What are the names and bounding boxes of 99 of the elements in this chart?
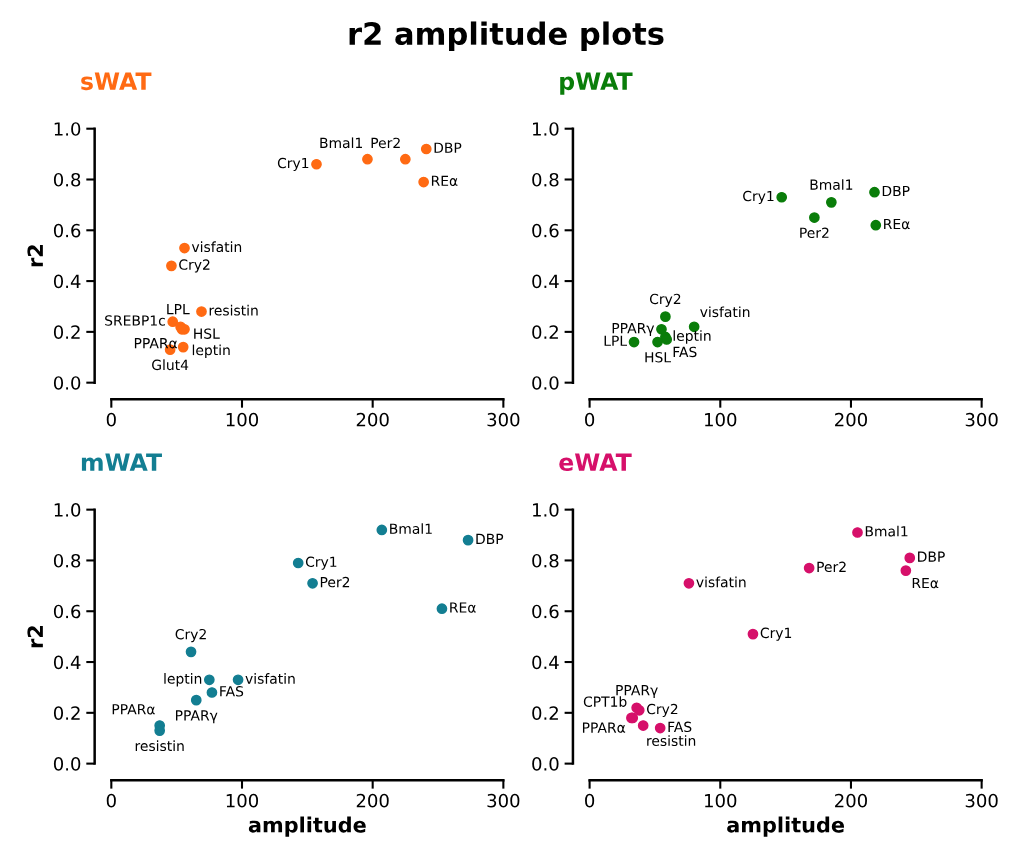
annotation: resistin <box>135 740 184 752</box>
y-tick-label: 1.0 <box>533 122 559 136</box>
annotation: leptin <box>673 330 711 344</box>
y-tick-label: 1.0 <box>54 503 81 517</box>
y-tick-label: 0.8 <box>53 553 81 568</box>
annotation: Per2 <box>371 137 400 149</box>
annotation: Cry1 <box>743 190 774 204</box>
annotation: Cry1 <box>305 556 337 570</box>
annotation: Cry2 <box>175 628 206 643</box>
y-tick-label: 0.6 <box>53 604 81 619</box>
x-tick-label: 100 <box>705 412 737 427</box>
x-tick-label: 0 <box>106 793 116 808</box>
y-tick-label: 0.0 <box>53 757 81 771</box>
x-tick-label: 0 <box>585 793 595 808</box>
annotation: PPARα <box>134 338 178 349</box>
y-tick-label: 1.0 <box>533 503 559 517</box>
x-tick-label: 300 <box>487 412 520 427</box>
chart-title: mWAT <box>81 453 162 471</box>
y-tick-label: 0.6 <box>532 223 559 238</box>
annotation: Bmal1 <box>810 179 853 190</box>
annotation: Cry1 <box>760 627 792 641</box>
annotation: PPARγ <box>616 685 658 699</box>
annotation: resistin <box>647 735 696 746</box>
annotation: DBP <box>918 551 945 562</box>
annotation: Per2 <box>817 561 846 573</box>
annotation: Cry1 <box>277 157 309 171</box>
annotation: FAS <box>668 721 692 733</box>
annotation: CPT1b <box>583 696 627 707</box>
y-tick-label: 0.0 <box>53 376 81 390</box>
annotation: resistin <box>209 304 258 316</box>
y-tick-label: 0.8 <box>53 172 81 187</box>
y-tick-label: 0.2 <box>532 706 558 720</box>
y-tick-label: 0.8 <box>532 172 559 187</box>
annotation: Bmal1 <box>320 137 362 149</box>
annotation: HSL <box>645 352 671 363</box>
annotation: Per2 <box>800 227 829 239</box>
x-tick-label: 100 <box>226 412 259 427</box>
annotation: HSL <box>194 328 220 339</box>
annotation: PPARα <box>582 722 626 733</box>
y-axis-title: r2 <box>27 245 43 267</box>
x-tick-label: 0 <box>106 412 116 427</box>
y-tick-label: 1.0 <box>54 122 81 136</box>
annotation: visfatin <box>245 673 295 684</box>
annotation: FAS <box>220 686 244 697</box>
y-axis-title: r2 <box>27 626 43 648</box>
annotation: Cry2 <box>646 703 678 718</box>
annotation: DBP <box>476 533 504 544</box>
y-tick-label: 0.4 <box>532 274 559 289</box>
annotation: leptin <box>192 344 230 358</box>
x-tick-label: 100 <box>705 793 737 808</box>
y-tick-label: 0.2 <box>53 706 80 720</box>
x-tick-label: 0 <box>585 412 595 427</box>
annotation: Bmal1 <box>390 523 432 534</box>
x-tick-label: 300 <box>965 793 998 808</box>
annotation: SREBP1c <box>105 315 165 326</box>
chart-title: sWAT <box>81 72 152 91</box>
y-tick-label: 0.0 <box>532 757 559 771</box>
x-tick-label: 100 <box>226 793 259 808</box>
annotation: Cry2 <box>649 293 681 307</box>
y-tick-label: 0.4 <box>532 655 559 670</box>
chart-title: eWAT <box>559 453 632 472</box>
y-tick-label: 0.6 <box>532 604 559 619</box>
x-tick-label: 200 <box>835 793 867 808</box>
y-tick-label: 0.4 <box>53 274 81 289</box>
y-tick-label: 0.2 <box>532 325 558 339</box>
x-tick-label: 200 <box>356 412 389 427</box>
x-tick-label: 200 <box>356 793 389 808</box>
annotation: PPARγ <box>176 710 218 724</box>
annotation: DBP <box>434 142 462 153</box>
annotation: REα <box>884 218 910 230</box>
chart-title: pWAT <box>560 72 633 95</box>
x-tick-label: 300 <box>487 793 520 808</box>
annotation: LPL <box>604 335 628 346</box>
annotation: leptin <box>164 673 202 687</box>
text: r2 amplitude plots <box>349 21 664 52</box>
annotation: visfatin <box>696 576 746 588</box>
x-axis-title: amplitude <box>727 816 845 837</box>
annotation: REα <box>450 602 476 613</box>
annotation: Bmal1 <box>865 525 908 537</box>
x-tick-label: 200 <box>835 412 867 427</box>
y-tick-label: 0.6 <box>53 223 81 238</box>
annotation: Cry2 <box>179 259 210 273</box>
y-tick-label: 0.4 <box>53 655 81 670</box>
annotation: visfatin <box>700 306 750 318</box>
annotation: PPARα <box>112 704 155 715</box>
annotation: REα <box>431 175 458 187</box>
x-axis-title: amplitude <box>248 816 366 837</box>
annotation: Per2 <box>320 576 350 588</box>
y-tick-label: 0.2 <box>53 325 80 339</box>
annotation: Glut4 <box>152 359 189 371</box>
annotation: FAS <box>673 346 697 358</box>
annotation: LPL <box>167 304 190 315</box>
x-tick-label: 300 <box>965 412 998 427</box>
annotation: REα <box>912 577 939 589</box>
annotation: DBP <box>882 185 910 197</box>
annotation: visfatin <box>191 241 242 253</box>
annotation: PPARγ <box>612 323 655 337</box>
y-tick-label: 0.0 <box>532 376 559 390</box>
y-tick-label: 0.8 <box>532 553 559 568</box>
